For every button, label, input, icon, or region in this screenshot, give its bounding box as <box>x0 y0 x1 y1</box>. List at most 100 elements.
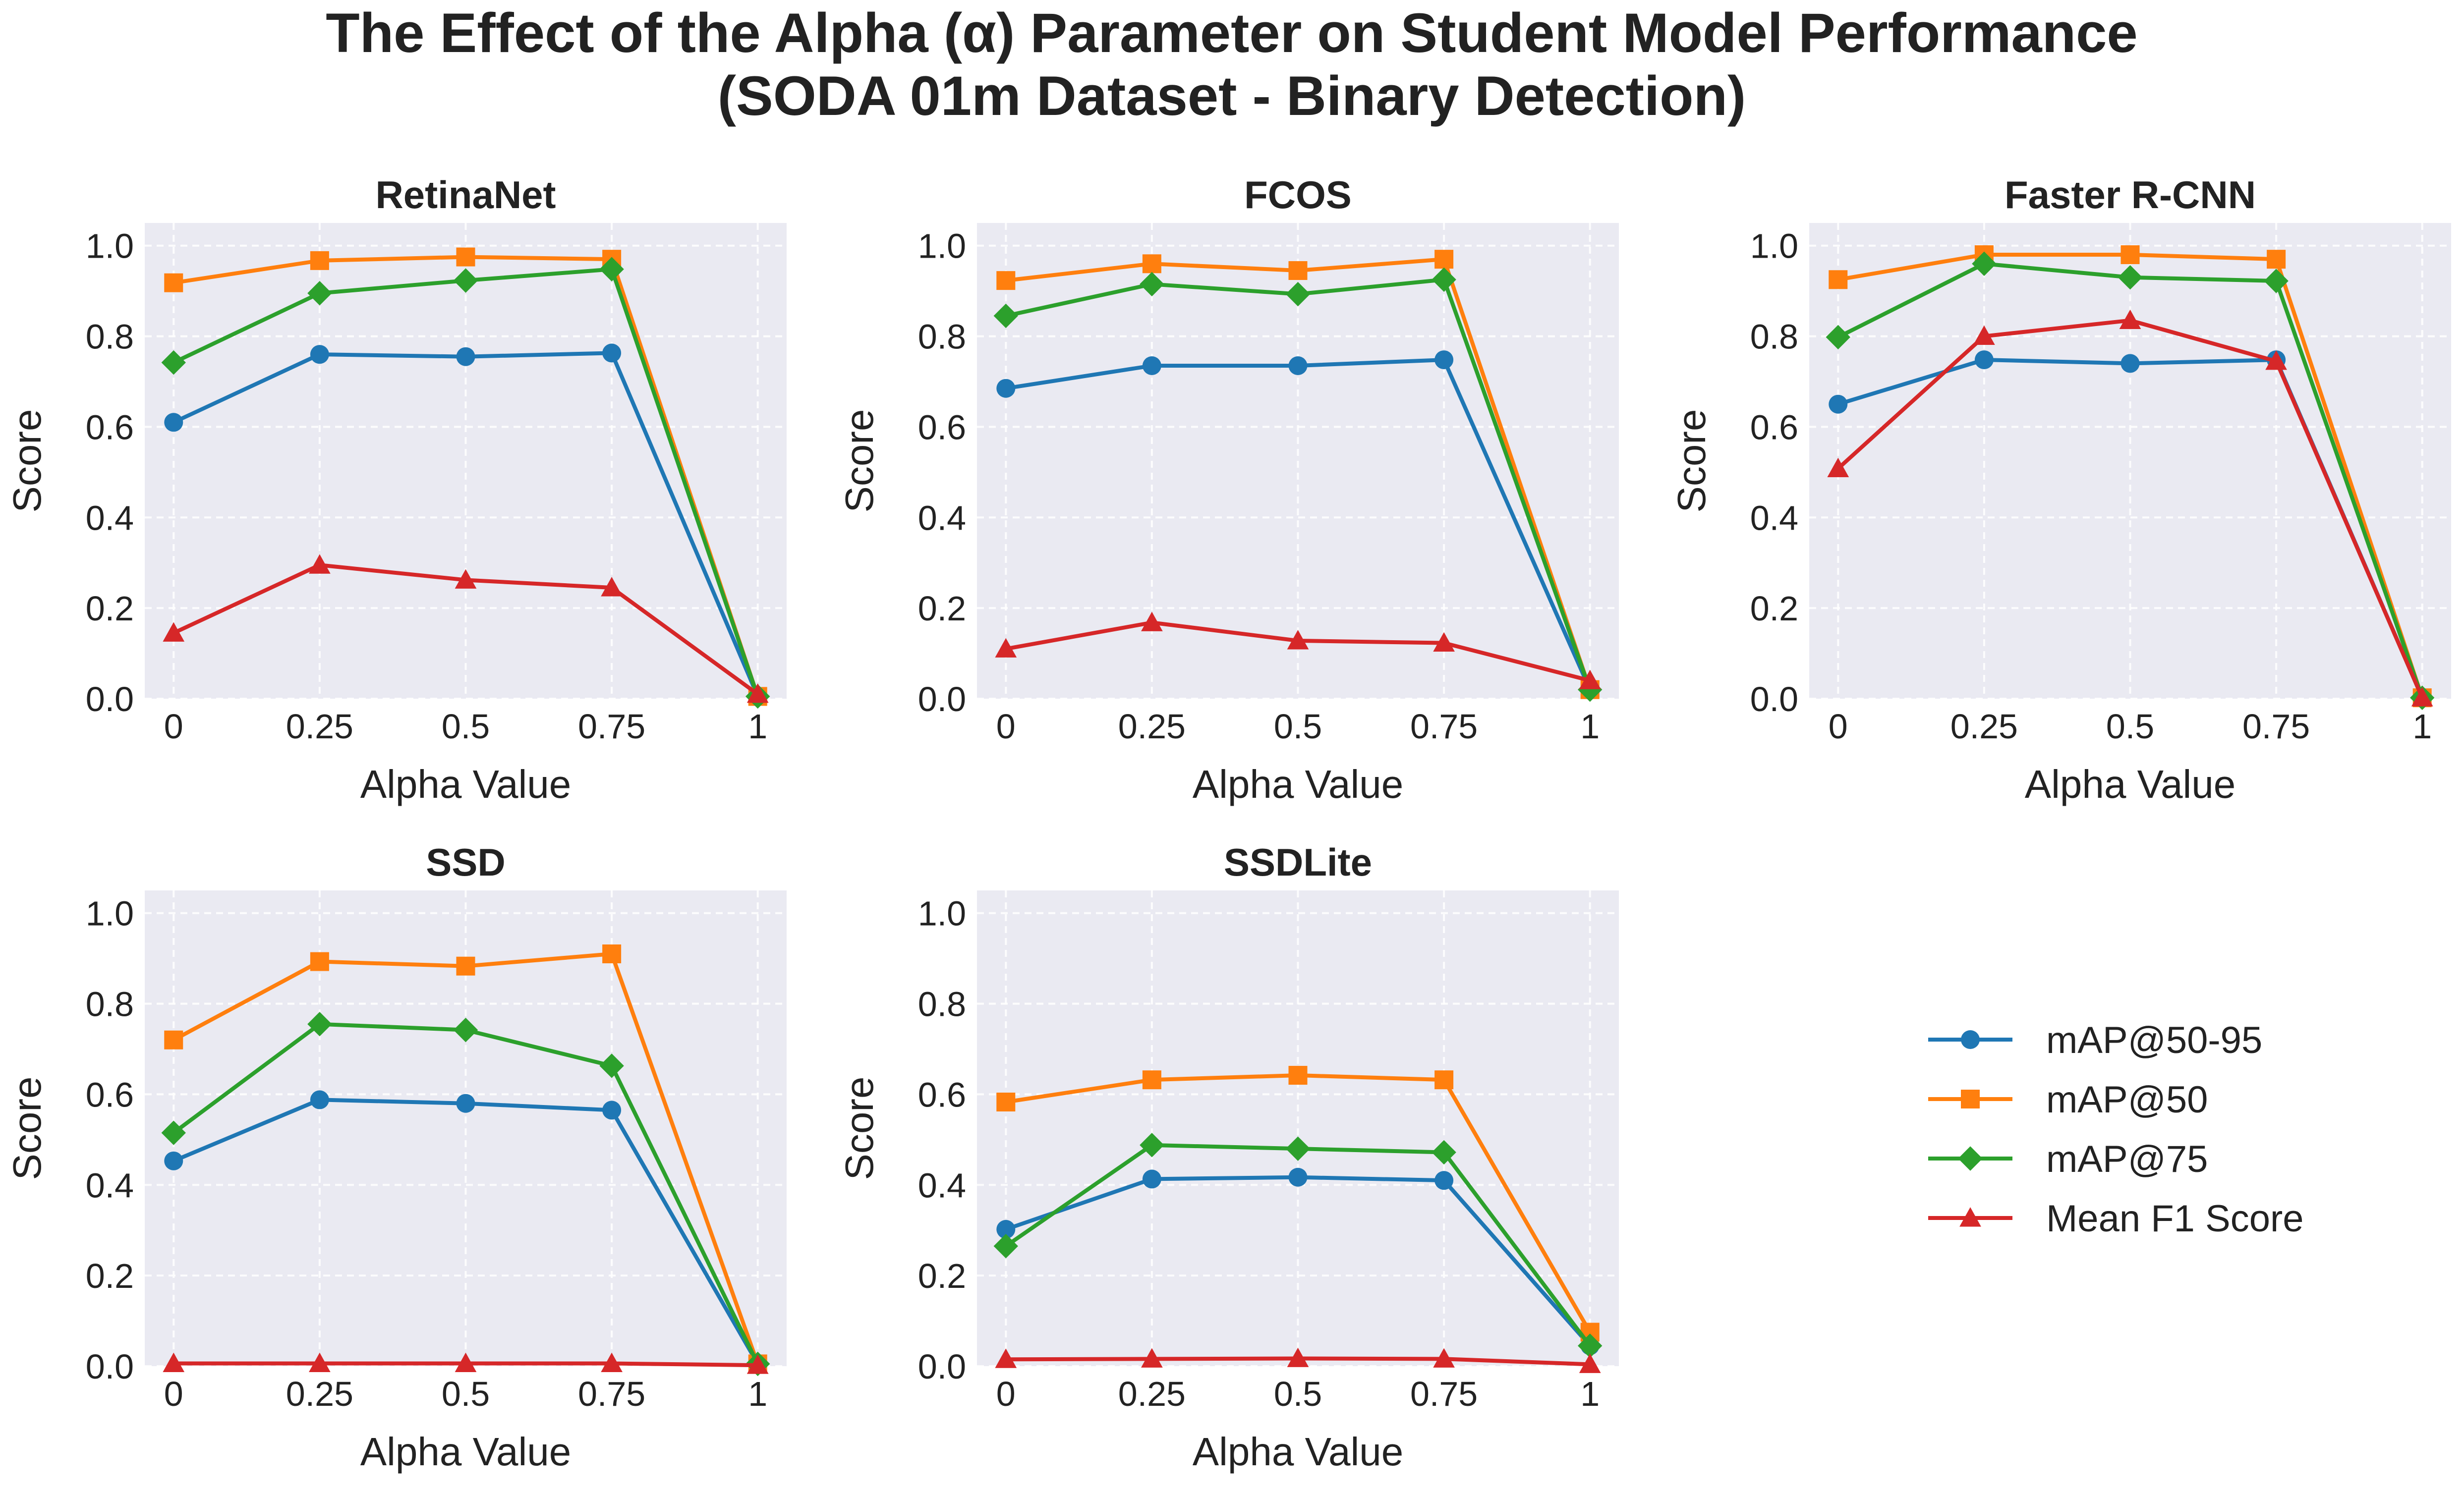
y-tick-label: 1.0 <box>86 894 134 933</box>
series-mean-f1-score <box>995 1347 1601 1373</box>
y-axis-label: Score <box>837 409 881 513</box>
series-mean-f1-score <box>1827 309 2433 707</box>
data-point-mean-f1-score <box>2411 687 2433 707</box>
data-point-map-50 <box>1288 1066 1308 1085</box>
x-tick-label: 0.5 <box>442 1375 490 1413</box>
data-point-map-75 <box>1972 251 1997 276</box>
legend: mAP@50-95 mAP@50 mAP@75 Mean F1 Score <box>1928 1019 2304 1240</box>
data-point-map-50 <box>996 1092 1016 1111</box>
legend-entry-map-50-95: mAP@50-95 <box>1928 1019 2262 1061</box>
data-point-map-50-95 <box>310 345 329 364</box>
y-tick-label: 0.8 <box>918 318 966 356</box>
data-point-mean-f1-score <box>746 683 769 703</box>
data-point-map-50-95 <box>1288 1167 1308 1187</box>
data-point-map-50-95 <box>456 1094 475 1113</box>
y-tick-label: 0.4 <box>918 1166 966 1205</box>
y-tick-label: 0.4 <box>918 498 966 537</box>
y-tick-label: 0.6 <box>918 408 966 446</box>
subplot-ssd: 0.0 0.2 0.4 0.6 0.8 1.0 0 0.25 0.5 0.75 1 SSD Alpha … <box>5 840 787 1474</box>
data-point-mean-f1-score <box>1287 630 1309 650</box>
data-point-map-50-95 <box>164 1151 183 1170</box>
data-point-mean-f1-score <box>1287 1347 1309 1367</box>
data-point-map-75 <box>161 1120 186 1145</box>
y-tick-label: 0.2 <box>1750 589 1798 628</box>
data-point-map-50-95 <box>1288 356 1308 375</box>
series-map-50 <box>996 1066 1600 1342</box>
data-point-map-50 <box>2267 250 2286 269</box>
data-point-mean-f1-score <box>455 1352 477 1372</box>
data-point-map-50-95 <box>1829 394 1848 414</box>
data-point-map-75 <box>993 303 1018 329</box>
data-point-map-75 <box>599 257 624 281</box>
data-point-map-50-95 <box>602 1101 622 1120</box>
data-point-map-75 <box>307 281 332 306</box>
data-point-map-75 <box>1826 325 1850 350</box>
figure-title-line2: (SODA 01m Dataset - Binary Detection) <box>718 65 1746 127</box>
data-point-map-50-95 <box>996 1219 1016 1239</box>
data-point-map-50 <box>164 273 183 292</box>
subplot-faster-r-cnn: 0.0 0.2 0.4 0.6 0.8 1.0 0 0.25 0.5 0.75 1 Faster R-… <box>1669 173 2451 806</box>
y-tick-label: 0.2 <box>86 589 134 628</box>
y-tick-label: 0.8 <box>86 985 134 1024</box>
x-tick-label: 0.25 <box>1118 1375 1186 1413</box>
legend-entry-mean-f1-score: Mean F1 Score <box>1928 1198 2304 1240</box>
subplot-title: RetinaNet <box>375 173 556 217</box>
data-point-map-50 <box>602 944 622 963</box>
data-point-map-75 <box>453 1017 478 1043</box>
y-tick-label: 1.0 <box>1750 227 1798 266</box>
x-tick-label: 0.25 <box>286 707 353 746</box>
data-point-mean-f1-score <box>1141 1348 1163 1368</box>
data-point-map-50 <box>1434 1070 1454 1090</box>
series-mean-f1-score <box>995 611 1601 689</box>
data-point-mean-f1-score <box>601 577 623 597</box>
data-point-map-75 <box>1432 267 1456 292</box>
data-point-map-50 <box>1434 250 1454 269</box>
x-tick-label: 1 <box>1580 1375 1600 1413</box>
legend-entry-map-50: mAP@50 <box>1928 1079 2208 1121</box>
legend-label: Mean F1 Score <box>2046 1198 2304 1240</box>
data-point-mean-f1-score <box>601 1352 623 1372</box>
x-tick-label: 0 <box>996 1375 1016 1413</box>
data-point-mean-f1-score <box>163 1352 185 1372</box>
x-tick-label: 1 <box>748 1375 767 1413</box>
y-tick-label: 1.0 <box>918 227 966 266</box>
figure-title-line1: The Effect of the Alpha (α) Parameter on… <box>326 2 2137 64</box>
data-point-map-50 <box>310 952 329 971</box>
y-axis-label: Score <box>1669 409 1714 513</box>
y-tick-label: 0.2 <box>918 589 966 628</box>
data-point-map-75 <box>1140 1133 1164 1158</box>
y-tick-label: 0.0 <box>918 680 966 719</box>
data-point-map-50-95 <box>996 379 1016 398</box>
data-point-map-50-95 <box>1434 1171 1454 1190</box>
data-point-mean-f1-score <box>1579 1353 1601 1373</box>
x-tick-label: 0.5 <box>2106 707 2154 746</box>
x-axis-label: Alpha Value <box>360 762 572 806</box>
subplot-retinanet: 0.0 0.2 0.4 0.6 0.8 1.0 0 0.25 0.5 0.75 1 RetinaNet… <box>5 173 787 806</box>
x-tick-label: 0 <box>1829 707 1848 746</box>
y-tick-label: 0.0 <box>86 680 134 719</box>
series-mean-f1-score <box>163 554 769 703</box>
data-point-mean-f1-score <box>1973 325 1995 345</box>
x-tick-label: 1 <box>748 707 767 746</box>
data-point-mean-f1-score <box>1579 669 1601 689</box>
series-mean-f1-score <box>163 1352 769 1374</box>
data-point-map-75 <box>2264 269 2289 293</box>
legend-label: mAP@50 <box>2046 1079 2208 1121</box>
legend-marker <box>1961 1030 1980 1049</box>
x-tick-label: 0 <box>164 707 183 746</box>
x-tick-label: 0.5 <box>1274 1375 1322 1413</box>
data-point-map-75 <box>1578 1333 1603 1358</box>
data-point-map-50 <box>1142 254 1161 274</box>
x-tick-label: 0.75 <box>1410 1375 1478 1413</box>
data-point-mean-f1-score <box>455 569 477 589</box>
legend-marker <box>1961 1090 1980 1108</box>
data-point-map-50 <box>164 1030 183 1050</box>
y-tick-label: 0.4 <box>86 498 134 537</box>
x-axis-label: Alpha Value <box>1193 762 1404 806</box>
subplot-fcos: 0.0 0.2 0.4 0.6 0.8 1.0 0 0.25 0.5 0.75 1 FCOS Alpha… <box>837 173 1619 806</box>
data-point-map-50 <box>996 271 1016 290</box>
y-tick-label: 0.6 <box>86 408 134 446</box>
subplot-title: SSDLite <box>1224 840 1372 884</box>
y-axis-label: Score <box>837 1077 881 1180</box>
y-tick-label: 0.6 <box>918 1075 966 1114</box>
